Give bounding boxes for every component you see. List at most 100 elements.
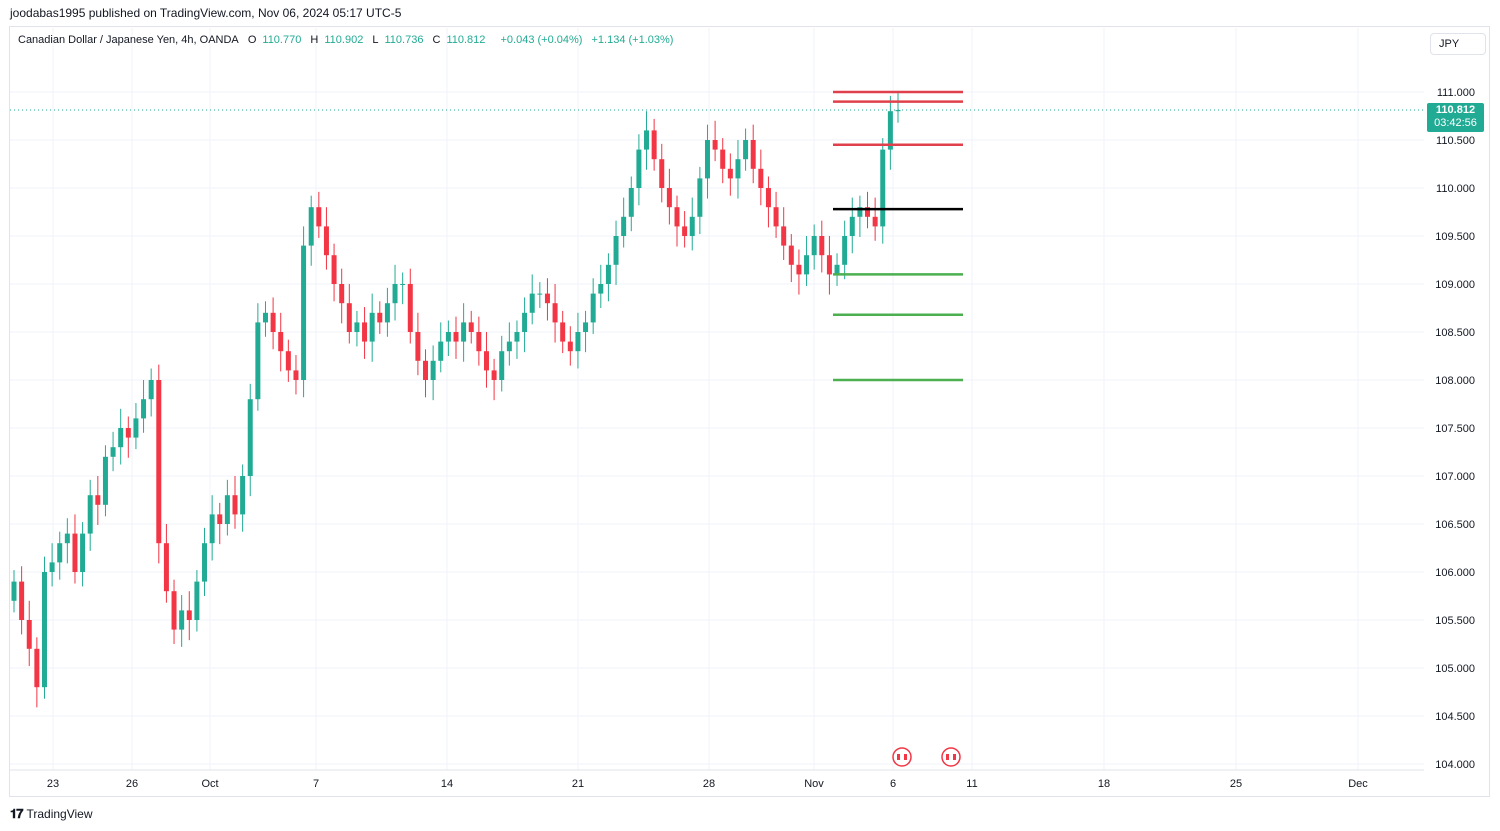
change-period-value: +1.134 (+1.03%) [591,34,674,46]
candle-body [331,255,337,284]
candle-body [735,159,741,179]
candle-body [666,188,672,208]
candle-body [765,188,771,208]
candle-body [651,130,657,160]
y-tick-label: 107.500 [1435,423,1475,435]
candle-body [453,332,459,342]
candle-body [148,380,154,400]
candle-body [293,370,299,380]
symbol-title[interactable]: Canadian Dollar / Japanese Yen, 4h, OAND… [18,34,239,46]
x-tick-label: 6 [890,778,896,790]
candle-body [636,149,642,188]
candle-body [407,284,413,332]
candle-body [506,341,512,352]
candle-body [514,332,520,342]
candle-body [712,140,718,150]
candle-body [880,149,886,227]
candle-body [125,428,131,438]
y-tick-label: 104.000 [1435,759,1475,771]
candle-body [194,581,200,620]
x-tick-label: Dec [1348,778,1368,790]
candle-body [415,332,421,361]
candle-body [621,216,627,236]
candle-body [369,312,375,342]
candle-body [644,130,650,150]
candle-body [750,140,756,169]
candle-body [445,332,451,342]
candle-body [240,476,246,515]
tradingview-logo[interactable]: 𝟏𝟕 TradingView [10,806,93,822]
currency-button[interactable]: JPY [1430,33,1486,55]
ohlc-values: O 110.770 H 110.902 L 110.736 C 110.812 [247,34,486,46]
candle-body [834,264,840,275]
y-tick-label: 108.500 [1435,327,1475,339]
last-price: 110.812 [1435,104,1476,116]
economic-event-flag-icon [941,747,961,767]
candle-body [491,370,497,380]
x-tick-label: 25 [1230,778,1242,790]
candle-body [209,514,215,544]
candle-body [704,140,710,179]
candle-body [720,149,726,169]
candle-body [49,562,55,572]
candle-body [323,226,329,256]
x-tick-label: 28 [703,778,715,790]
candle-body [392,284,398,304]
candle-body [255,322,261,400]
candle-body [11,581,17,601]
candle-body [796,264,802,275]
candle-body [468,322,474,332]
candle-body [362,322,368,342]
candle-body [26,620,32,649]
y-tick-label: 108.000 [1435,375,1475,387]
candle-body [179,610,185,630]
candle-body [430,360,436,380]
candle-body [224,495,230,524]
change-value: +0.043 (+0.04%) [500,34,583,46]
economic-event-flag-icon [892,747,912,767]
candle-body [217,514,223,524]
candle-body [575,332,581,352]
candle-body [262,312,268,323]
candle-body [689,216,695,236]
published-info: joodabas1995 published on TradingView.co… [10,6,402,20]
y-tick-label: 110.000 [1436,183,1475,195]
candle-body [346,303,352,332]
candle-body [811,236,817,256]
candle-body [788,245,794,265]
candle-body [41,572,47,688]
candle-body [849,216,855,236]
candle-body [270,312,276,332]
candle-body [19,581,25,620]
x-tick-label: 14 [441,778,453,790]
candle-body [613,236,619,265]
candle-body [522,312,528,332]
candle-body [438,341,444,361]
candle-body [895,110,901,112]
candle-body [34,648,40,688]
candle-body [461,322,467,342]
candle-body [819,236,825,256]
candle-body [87,495,93,534]
candle-body [110,447,116,457]
candle-body [872,216,878,227]
candle-body [301,245,307,380]
candle-body [384,303,390,323]
logo-text: TradingView [26,807,93,821]
candle-body [247,399,253,476]
candle-body [377,312,383,323]
candle-body [133,418,139,438]
candle-body [186,610,192,620]
candle-body [156,380,162,544]
candle-body [529,293,535,313]
candle-body [590,293,596,323]
x-tick-label: Oct [201,778,218,790]
candle-body [842,236,848,265]
x-tick-label: 18 [1098,778,1110,790]
candle-body [354,322,360,332]
candle-body [804,255,810,275]
y-tick-label: 105.500 [1435,615,1475,627]
x-tick-label: 11 [966,778,977,790]
candle-body [537,293,543,295]
